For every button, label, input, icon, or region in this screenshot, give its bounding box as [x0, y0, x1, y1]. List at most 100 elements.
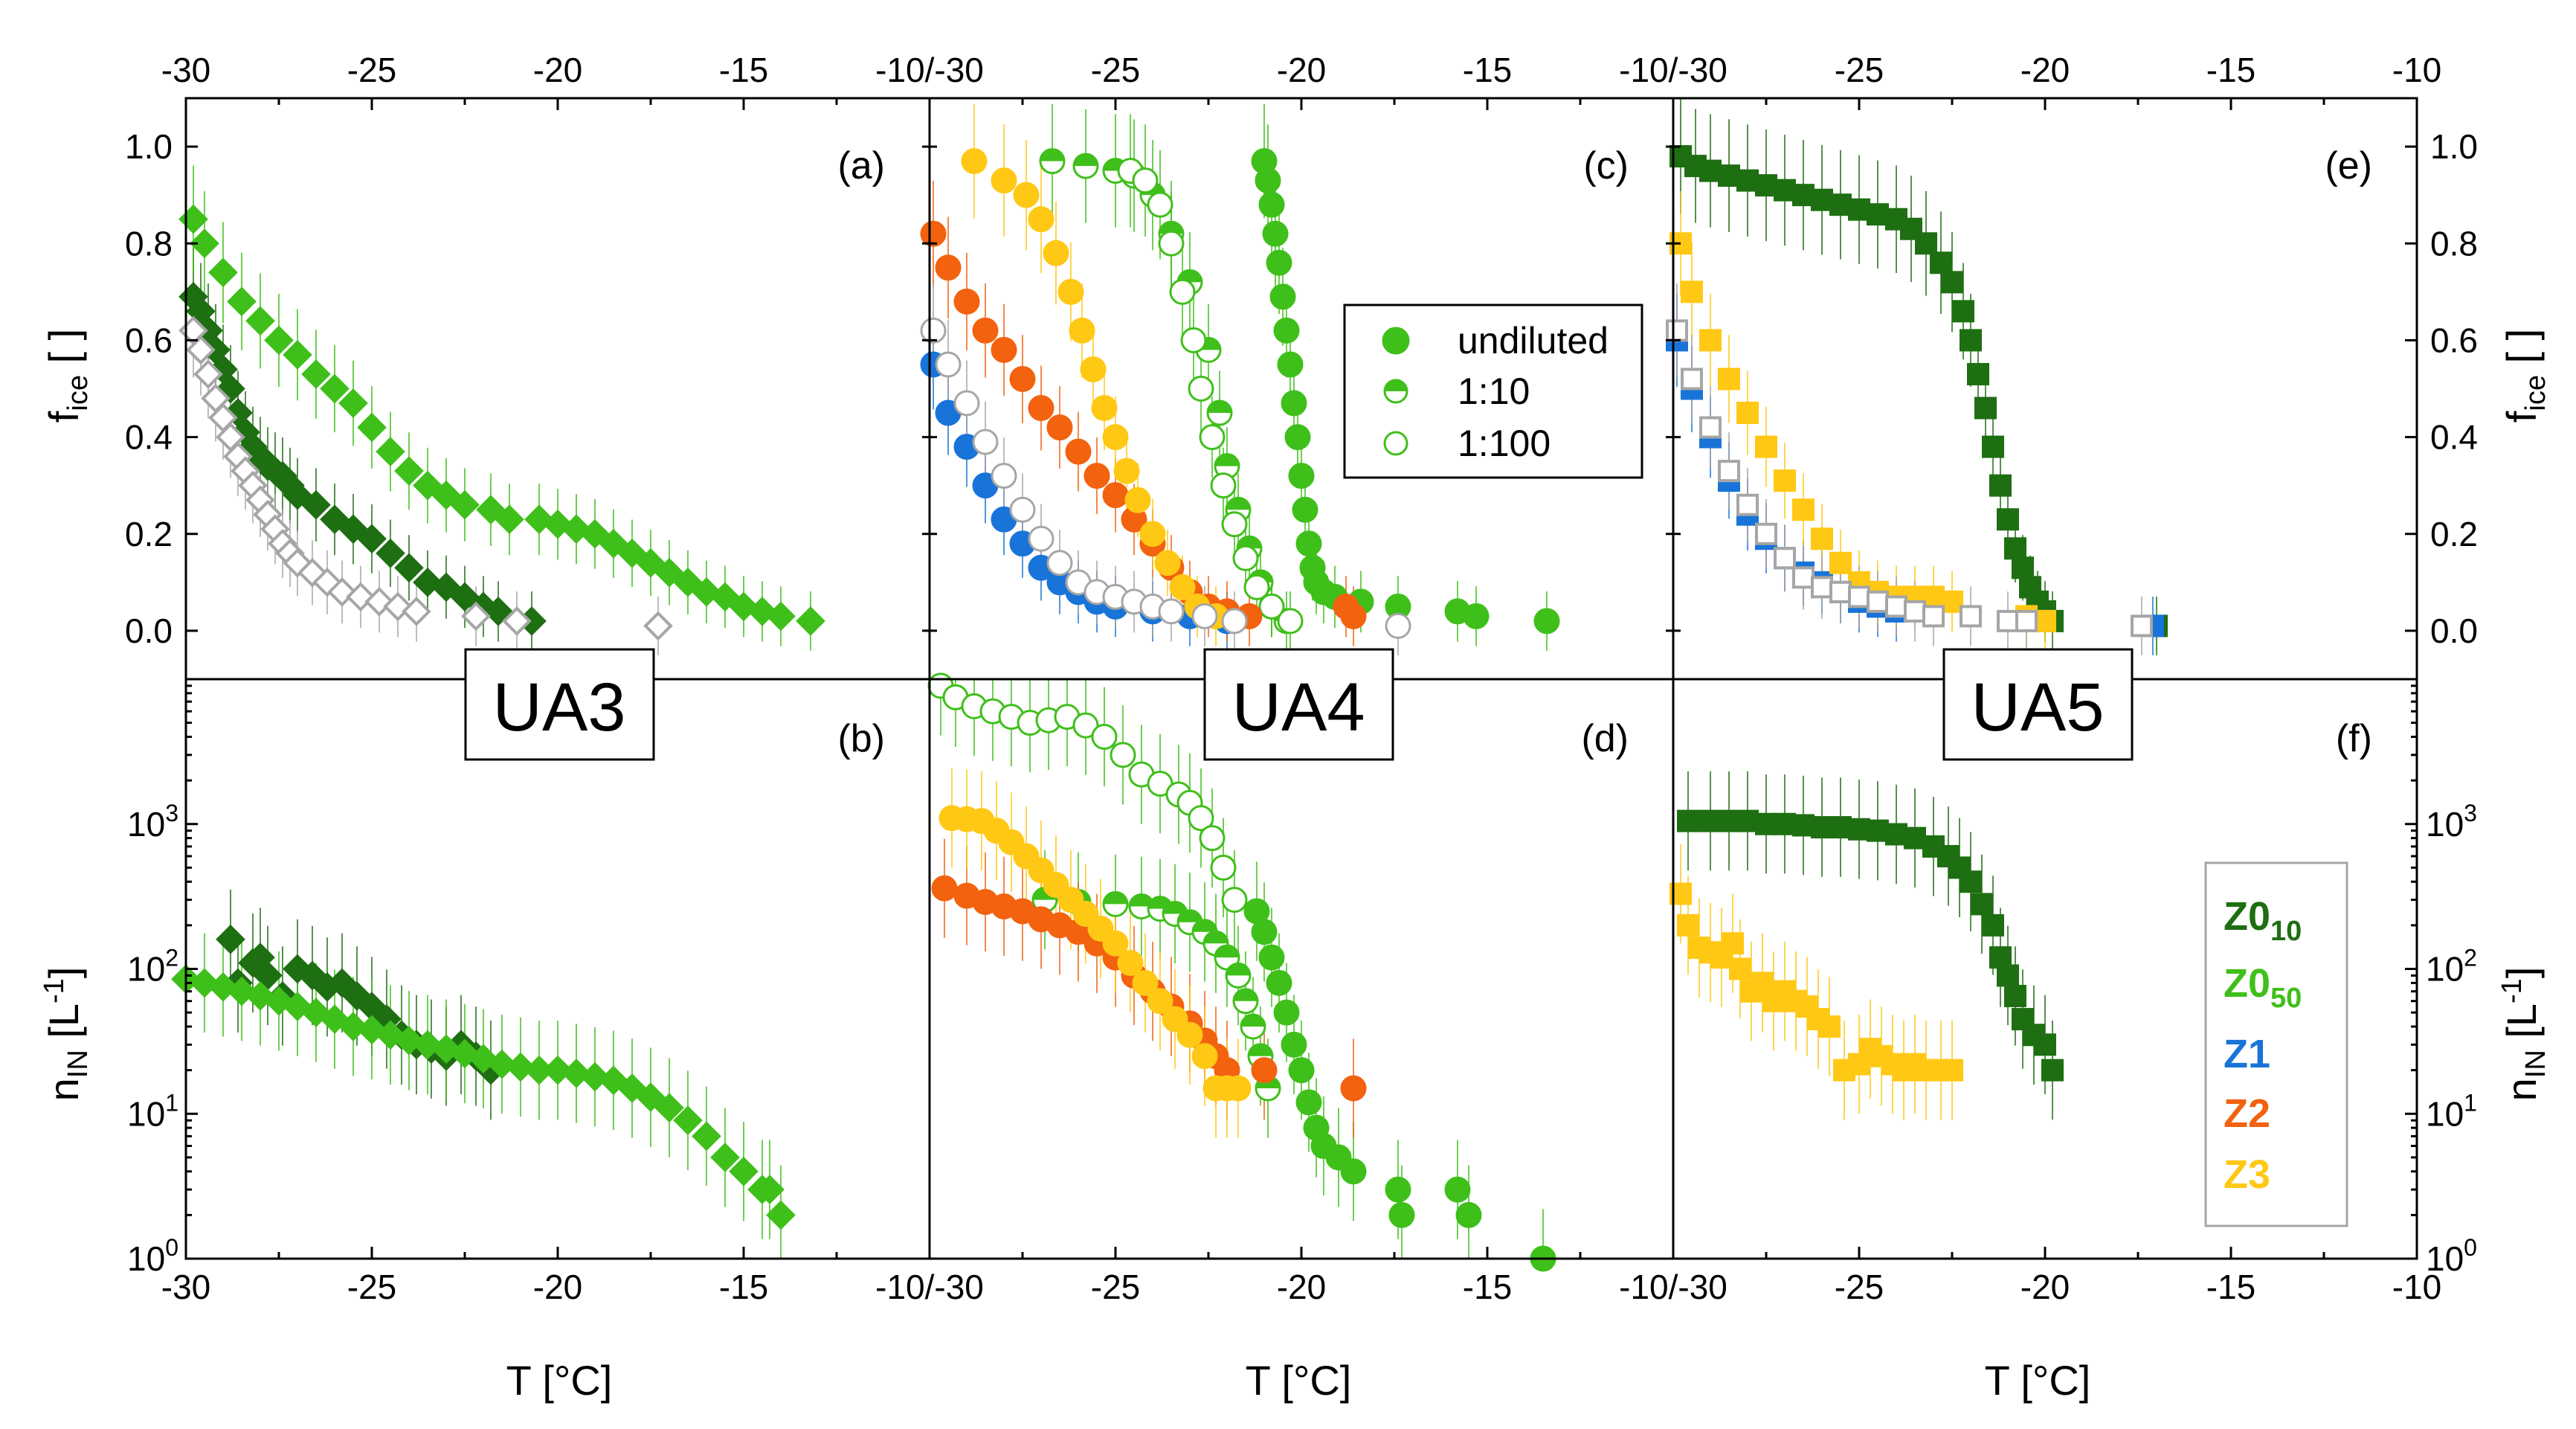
data-point — [1102, 424, 1129, 451]
panel-a — [178, 165, 825, 655]
data-point — [1681, 280, 1703, 304]
data-point — [1113, 457, 1140, 484]
data-point — [1117, 949, 1144, 976]
data-point — [1774, 812, 1796, 835]
data-point — [1388, 1201, 1415, 1228]
data-point — [1755, 522, 1777, 545]
data-point — [1729, 957, 1751, 980]
y-tick-label-right: 0.4 — [2430, 418, 2478, 457]
data-point — [1221, 511, 1248, 538]
data-point — [1225, 1075, 1252, 1102]
data-point — [673, 1105, 703, 1135]
data-point — [1385, 612, 1411, 639]
data-point — [1736, 169, 1759, 192]
data-point — [1288, 1057, 1315, 1084]
data-point — [710, 1143, 740, 1172]
data-point — [1811, 188, 1833, 211]
legend-1-10-label: 1:10 — [1458, 370, 1530, 412]
data-point — [636, 547, 666, 578]
data-point — [1169, 278, 1196, 305]
data-point — [636, 1082, 666, 1112]
data-point — [1180, 327, 1207, 353]
legend-site-z3: Z3 — [2224, 1152, 2270, 1197]
data-point — [476, 495, 506, 525]
data-point — [1755, 812, 1777, 835]
data-point — [1867, 590, 1889, 613]
data-point — [1069, 317, 1095, 344]
data-point — [1221, 887, 1248, 913]
data-point — [1340, 1075, 1367, 1102]
data-point — [1792, 814, 1815, 837]
data-point — [1258, 593, 1285, 620]
data-point — [1736, 809, 1759, 832]
data-point — [1340, 1158, 1367, 1185]
data-point — [1699, 329, 1722, 352]
data-point — [450, 489, 480, 520]
data-point — [1262, 220, 1289, 247]
data-point — [1967, 362, 1989, 385]
data-point — [1147, 191, 1173, 218]
data-point — [1072, 152, 1099, 179]
data-point — [692, 1121, 721, 1152]
y-tick-label: 1.0 — [125, 127, 173, 166]
x-tick-label: -25 — [347, 1268, 396, 1306]
data-point — [1848, 818, 1870, 841]
x-tick-label: -25 — [1835, 1268, 1884, 1306]
data-point — [1232, 988, 1259, 1015]
data-point — [1281, 1031, 1307, 1058]
data-point — [543, 1055, 573, 1085]
data-point — [1221, 608, 1248, 635]
data-point — [2012, 556, 2034, 579]
data-point — [1829, 816, 1852, 839]
x-tick-label-top: -15 — [719, 51, 768, 89]
data-point — [208, 257, 238, 288]
data-point — [431, 572, 461, 603]
series-c-Z0_50-filled — [1251, 148, 1560, 635]
data-point — [673, 568, 703, 597]
data-point — [1885, 595, 1907, 618]
data-point — [178, 204, 208, 234]
data-point — [766, 1200, 796, 1230]
data-point — [1124, 486, 1151, 513]
data-point — [1258, 944, 1285, 971]
data-point — [1960, 329, 1982, 352]
data-point — [1206, 399, 1233, 426]
data-point — [1699, 159, 1722, 182]
data-point — [617, 1073, 647, 1103]
x-tick-label-top: -30 — [161, 51, 210, 89]
data-point — [1340, 603, 1367, 629]
data-point — [1736, 493, 1759, 516]
data-point — [654, 557, 684, 588]
data-point — [487, 1049, 517, 1079]
y-log-tick-label: 102 — [127, 945, 178, 989]
data-point — [1191, 603, 1218, 629]
y-log-tick-label: 103 — [127, 800, 178, 844]
data-point — [561, 1059, 591, 1088]
data-point — [961, 148, 988, 175]
y-tick-label-right: 0.6 — [2430, 321, 2478, 359]
data-point — [920, 317, 947, 344]
data-point — [2034, 1033, 2056, 1056]
series-a-Z0_50-filled — [178, 204, 825, 636]
data-point — [1718, 460, 1740, 483]
x-tick-label-top: -10 — [2392, 51, 2441, 89]
data-point — [1736, 402, 1759, 425]
data-point — [1848, 198, 1870, 221]
data-point — [1269, 283, 1296, 310]
data-point — [227, 286, 257, 317]
data-point — [1915, 232, 1937, 255]
data-point — [1065, 438, 1092, 465]
x-axis-label-ua3: T [°C] — [506, 1357, 613, 1404]
data-point — [1214, 944, 1240, 971]
data-point — [1281, 390, 1307, 417]
data-point — [1154, 550, 1181, 577]
data-point — [320, 373, 350, 404]
data-point — [1829, 580, 1852, 603]
data-point — [1080, 356, 1107, 382]
data-point — [1941, 271, 1963, 294]
data-point — [1139, 521, 1166, 547]
y-tick-label: 0.6 — [125, 321, 173, 359]
sample-label-ua4: UA4 — [1203, 648, 1394, 761]
y-tick-label: 0.2 — [125, 515, 173, 553]
data-point — [1792, 184, 1815, 207]
